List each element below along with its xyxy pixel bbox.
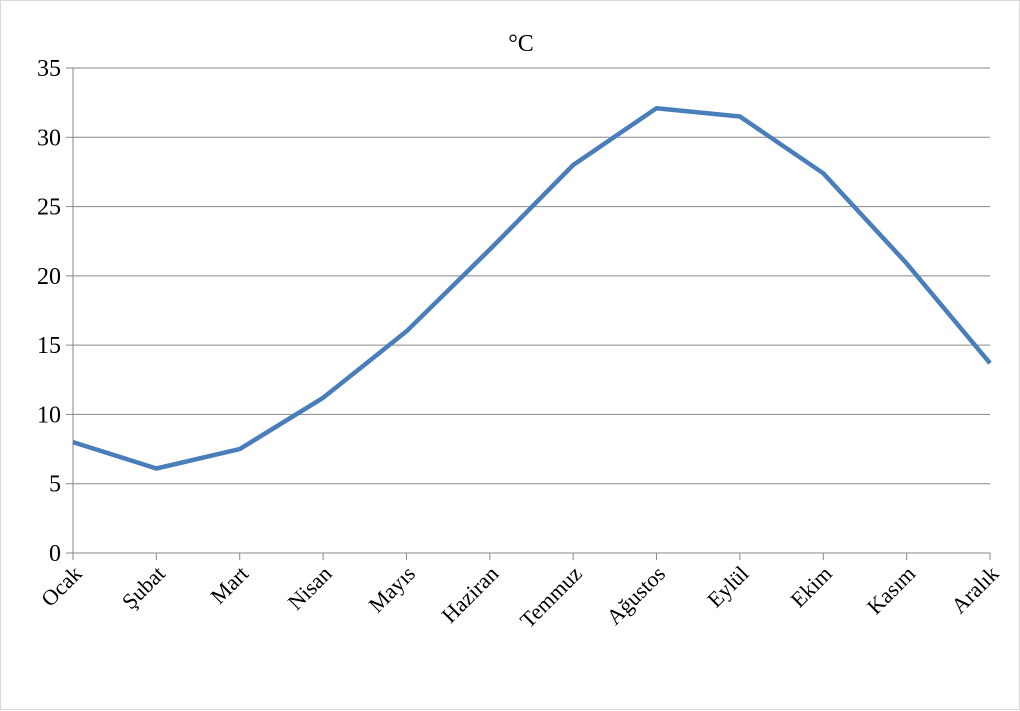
x-tick-label: Kasım (862, 561, 920, 619)
y-tick-label: 0 (49, 541, 61, 567)
y-tick-label: 10 (37, 402, 61, 428)
chart-title: °C (508, 31, 534, 57)
y-tick-label: 25 (37, 195, 61, 221)
y-tick-label: 35 (37, 56, 61, 82)
x-tick-label: Haziran (436, 561, 503, 628)
x-tick-label: Temmuz (515, 561, 587, 633)
y-axis-ticks: 0 5 10 15 20 25 30 35 (37, 56, 61, 567)
x-tick-label: Aralık (946, 561, 1003, 618)
x-tick-label: Nisan (283, 561, 337, 615)
y-tick-label: 30 (37, 125, 61, 151)
x-tick-label: Mayıs (363, 561, 420, 618)
axes (66, 68, 990, 560)
x-tick-label: Ekim (785, 561, 836, 612)
y-tick-label: 15 (37, 333, 61, 359)
x-tick-label: Mart (205, 561, 253, 609)
y-tick-label: 20 (37, 264, 61, 290)
gridlines (73, 68, 990, 484)
x-tick-label: Eylül (702, 561, 753, 612)
y-tick-label: 5 (49, 472, 61, 498)
x-tick-label: Şubat (117, 561, 170, 614)
x-tick-label: Ocak (36, 561, 87, 612)
x-tick-label: Ağustos (601, 561, 670, 630)
